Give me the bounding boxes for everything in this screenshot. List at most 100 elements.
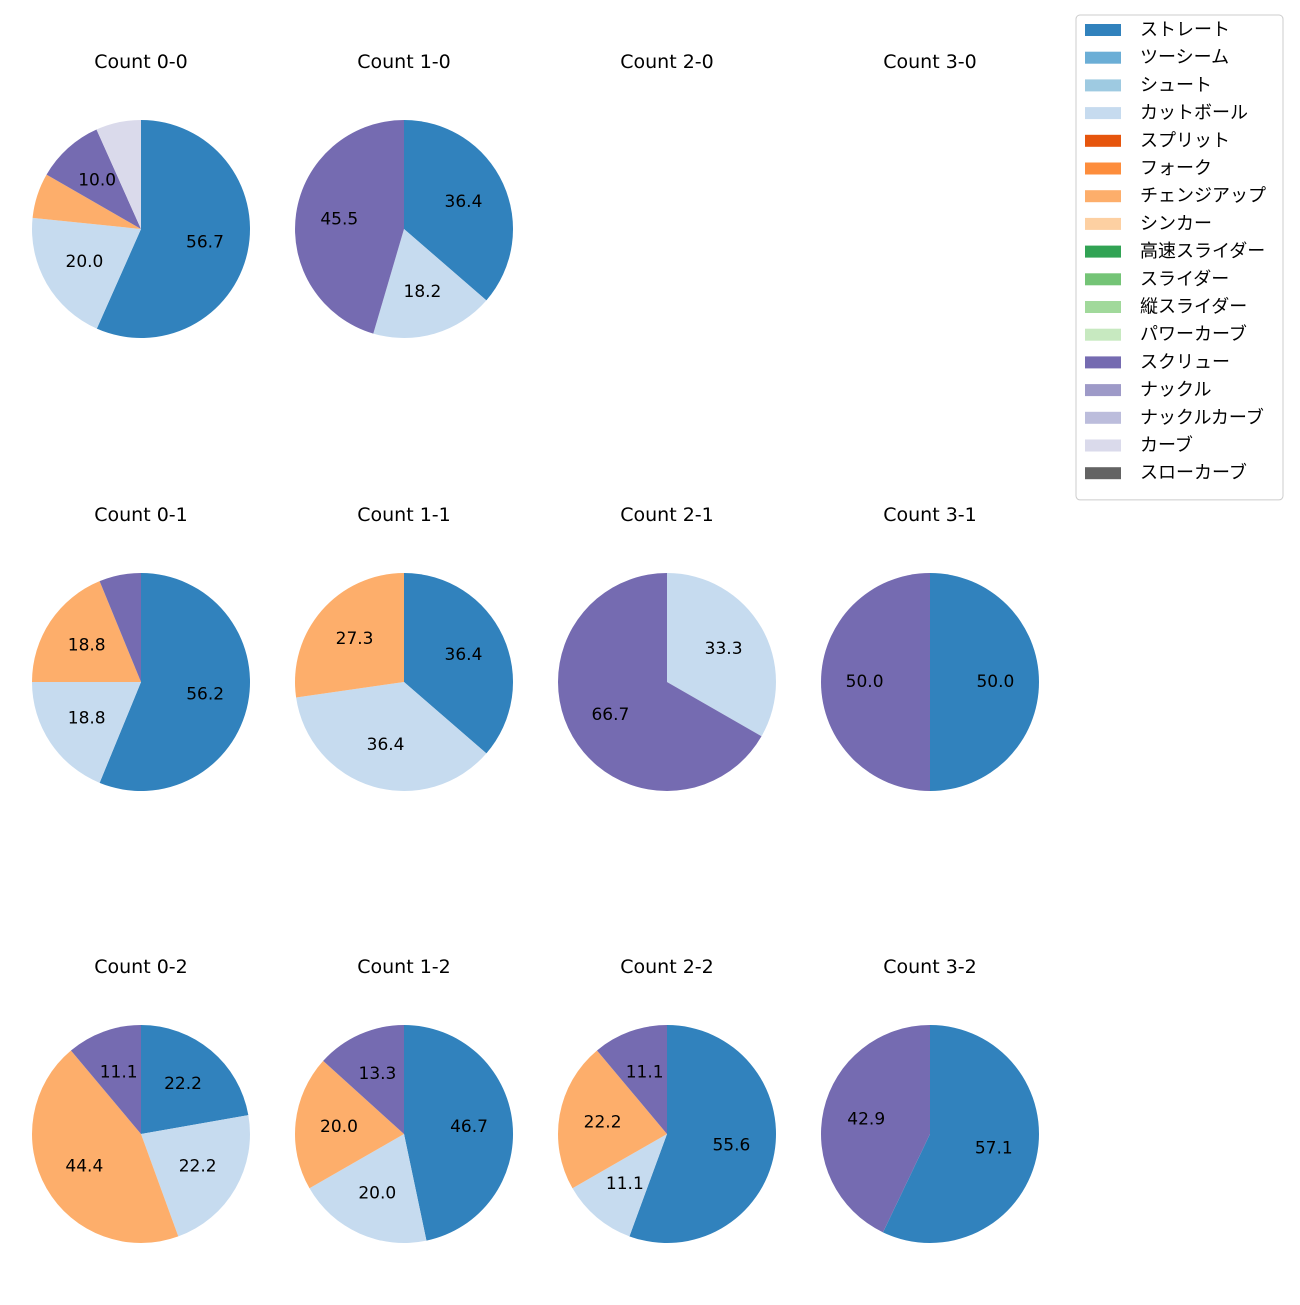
pie-slice (596, 1025, 667, 1134)
pie-slice (557, 1050, 667, 1189)
pie-title: Count 2-2 (620, 956, 714, 978)
legend-label: シンカー (1140, 213, 1212, 234)
pie-panel: Count 0-2 22.2 22.2 44.4 11.1 (31, 956, 250, 1244)
slice-label: 55.6 (712, 1135, 750, 1155)
slice-label: 18.8 (68, 708, 106, 728)
legend-swatch (1085, 217, 1121, 230)
slice-label: 20.0 (320, 1117, 358, 1137)
legend-label: カーブ (1140, 434, 1193, 456)
legend-swatch (1085, 24, 1121, 36)
legend-swatch (1085, 439, 1121, 452)
pie-slice (32, 581, 141, 682)
legend-label: ツーシーム (1140, 47, 1229, 68)
pie-slice (295, 1060, 404, 1189)
pie-slice (295, 573, 404, 698)
pie-panel: Count 0-0 56.7 20.0 10.0 (32, 51, 251, 338)
pie-slice (96, 120, 251, 338)
legend-swatch (1085, 51, 1121, 64)
pie-slice (323, 1025, 404, 1134)
pie-slice (821, 573, 930, 791)
legend-label: ストレート (1140, 20, 1230, 41)
slice-label: 22.2 (164, 1074, 202, 1094)
pie-slice (141, 1025, 249, 1134)
pie-slice (404, 1025, 514, 1241)
legend-label: スライダー (1140, 269, 1229, 290)
slice-label: 13.3 (359, 1064, 397, 1084)
pie-slice (70, 1025, 141, 1134)
pie-slice (32, 682, 141, 783)
pie-slice (557, 573, 762, 791)
pie-slice (46, 129, 141, 229)
legend-swatch (1085, 134, 1121, 147)
legend-swatch (1085, 301, 1121, 313)
pie-title: Count 0-0 (94, 51, 188, 73)
slice-label: 36.4 (445, 192, 483, 212)
legend: ストレートツーシームシュートカットボールスプリットフォークチェンジアップシンカー… (1075, 14, 1284, 501)
slice-label: 57.1 (975, 1138, 1013, 1158)
legend-label: 縦スライダー (1140, 297, 1247, 318)
slice-label: 10.0 (78, 170, 116, 190)
pie-slice (99, 573, 251, 791)
pie-slice (629, 1025, 777, 1243)
pie-panel: Count 1-2 46.7 20.0 20.0 13.3 (295, 956, 514, 1244)
slice-label: 36.4 (367, 735, 405, 755)
legend-label: 高速スライダー (1140, 241, 1265, 262)
legend-swatch (1085, 245, 1121, 258)
slice-label: 18.8 (68, 636, 106, 656)
pie-panel: Count 0-1 56.2 18.8 18.8 (32, 504, 251, 791)
slice-label: 11.1 (626, 1063, 664, 1083)
legend-swatch (1085, 107, 1121, 120)
legend-label: ナックルカーブ (1140, 406, 1264, 428)
legend-label: シュート (1140, 75, 1212, 96)
pie-slice (309, 1134, 427, 1244)
pie-title: Count 2-1 (620, 504, 714, 526)
pie-title: Count 1-1 (357, 504, 451, 526)
pie-panel: Count 3-1 50.0 50.0 (821, 504, 1039, 791)
pie-slice (404, 573, 514, 754)
slice-label: 50.0 (846, 672, 884, 692)
legend-swatch (1085, 384, 1121, 397)
pie-slice (141, 1115, 250, 1237)
pie-title: Count 1-2 (357, 956, 451, 978)
pie-slice (667, 573, 776, 737)
slice-label: 36.4 (445, 645, 483, 665)
slice-label: 27.3 (336, 629, 374, 649)
pie-title: Count 3-1 (883, 504, 977, 526)
pie-slice (32, 174, 141, 229)
pie-title: Count 1-0 (357, 51, 451, 73)
legend-swatch (1085, 162, 1121, 175)
legend-swatch (1085, 190, 1121, 203)
pie-title: Count 0-2 (94, 956, 188, 978)
slice-label: 11.1 (606, 1174, 644, 1194)
legend-swatch (1085, 328, 1121, 341)
slice-label: 50.0 (976, 672, 1014, 692)
pie-slice (32, 217, 141, 329)
pie-slice (882, 1025, 1040, 1243)
slice-label: 66.7 (591, 705, 629, 725)
pie-panels: Count 0-0 56.7 20.0 10.0 Count 1-0 36.4 18.2 45… (31, 51, 1040, 1244)
pie-panel: Count 2-1 33.3 66.7 (557, 504, 776, 791)
legend-swatch (1085, 356, 1121, 369)
pie-panel: Count 3-2 57.1 42.9 (821, 956, 1040, 1243)
slice-label: 20.0 (66, 252, 104, 272)
pie-panel: Count 2-0 (620, 51, 714, 73)
pie-title: Count 3-0 (883, 51, 977, 73)
slice-label: 22.2 (179, 1157, 217, 1177)
slice-label: 56.2 (186, 685, 224, 705)
pie-panel: Count 1-1 36.4 36.4 27.3 (295, 504, 514, 792)
pie-slice (96, 120, 141, 229)
pie-slice (404, 120, 514, 301)
pie-slice (31, 1050, 179, 1244)
pie-title: Count 0-1 (94, 504, 188, 526)
pie-panel: Count 2-2 55.6 11.1 22.2 11.1 (557, 956, 777, 1243)
pie-slice (295, 120, 404, 334)
slice-label: 56.7 (186, 233, 224, 253)
slice-label: 46.7 (450, 1117, 488, 1137)
slice-label: 18.2 (404, 282, 442, 302)
legend-label: フォーク (1140, 158, 1212, 179)
pie-slice (99, 573, 141, 682)
legend-swatch (1085, 273, 1121, 286)
slice-label: 22.2 (584, 1113, 622, 1133)
slice-label: 20.0 (358, 1184, 396, 1204)
